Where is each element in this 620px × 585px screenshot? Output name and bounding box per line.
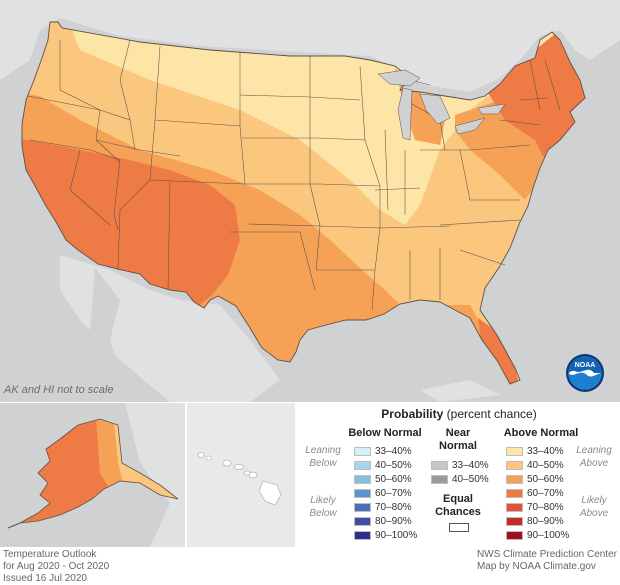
below-bin-label: 70–80% [375, 502, 412, 513]
below-bin-row: 80–90% [354, 515, 412, 528]
below-bin-swatch [354, 447, 371, 456]
equal-chances-swatch [449, 523, 469, 532]
likely-above-label: Likely Above [579, 495, 609, 519]
below-bin-label: 33–40% [375, 446, 412, 457]
above-bin-row: 40–50% [506, 459, 564, 472]
below-bin-row: 60–70% [354, 487, 412, 500]
near-bin-label: 40–50% [452, 474, 489, 485]
above-bin-swatch [506, 489, 523, 498]
above-normal-header: Above Normal [503, 427, 579, 439]
legend: Probability (percent chance) Below Norma… [298, 403, 620, 547]
outlook-period: for Aug 2020 - Oct 2020 [3, 561, 110, 572]
outlook-caption: Temperature Outlook for Aug 2020 - Oct 2… [3, 549, 109, 585]
above-bin-label: 33–40% [527, 446, 564, 457]
legend-title-bold: Probability [381, 407, 444, 421]
alaska-map-graphic [0, 403, 185, 547]
near-bin-row: 33–40% [431, 459, 489, 472]
below-bin-swatch [354, 475, 371, 484]
below-bin-row: 33–40% [354, 445, 412, 458]
conus-map: AK and HI not to scale NOAA [0, 0, 620, 402]
above-bin-row: 90–100% [506, 529, 569, 542]
near-bin-row: 40–50% [431, 473, 489, 486]
above-bin-swatch [506, 531, 523, 540]
legend-title: Probability (percent chance) [298, 407, 620, 421]
below-bin-swatch [354, 531, 371, 540]
below-bin-row: 70–80% [354, 501, 412, 514]
above-bin-label: 70–80% [527, 502, 564, 513]
noaa-logo-text: NOAA [575, 362, 596, 369]
outlook-title: Temperature Outlook [3, 549, 97, 560]
above-bin-swatch [506, 517, 523, 526]
above-bin-swatch [506, 447, 523, 456]
near-normal-header: Near Normal [439, 427, 477, 452]
below-bin-row: 90–100% [354, 529, 417, 542]
credit-caption: NWS Climate Prediction Center Map by NOA… [477, 549, 617, 573]
above-bin-row: 33–40% [506, 445, 564, 458]
above-bin-label: 50–60% [527, 474, 564, 485]
above-bin-label: 90–100% [527, 530, 570, 541]
below-bin-swatch [354, 489, 371, 498]
below-bin-swatch [354, 503, 371, 512]
hawaii-map-graphic [197, 452, 282, 506]
above-bin-row: 70–80% [506, 501, 564, 514]
above-bin-label: 80–90% [527, 516, 564, 527]
below-bin-swatch [354, 461, 371, 470]
leaning-above-label: Leaning Above [576, 445, 612, 469]
leaning-below-label: Leaning Below [305, 445, 341, 469]
near-bin-swatch [431, 475, 448, 484]
scale-note: AK and HI not to scale [4, 384, 114, 396]
above-bin-swatch [506, 461, 523, 470]
above-bin-row: 50–60% [506, 473, 564, 486]
above-bin-swatch [506, 503, 523, 512]
likely-below-label: Likely Below [309, 495, 337, 519]
near-bin-label: 33–40% [452, 460, 489, 471]
above-bin-label: 60–70% [527, 488, 564, 499]
above-bin-swatch [506, 475, 523, 484]
credit-cpc: NWS Climate Prediction Center [476, 549, 617, 560]
alaska-inset [0, 403, 185, 547]
below-bin-label: 50–60% [375, 474, 412, 485]
credit-climate-gov: Map by NOAA Climate.gov [476, 561, 596, 572]
below-bin-label: 60–70% [375, 488, 412, 499]
below-bin-swatch [354, 517, 371, 526]
below-bin-label: 90–100% [375, 530, 418, 541]
below-bin-row: 50–60% [354, 473, 412, 486]
near-bin-swatch [431, 461, 448, 470]
above-bin-row: 60–70% [506, 487, 564, 500]
above-bin-row: 80–90% [506, 515, 564, 528]
above-bin-label: 40–50% [527, 460, 564, 471]
below-bin-label: 80–90% [375, 516, 412, 527]
hawaii-inset [187, 403, 295, 547]
below-bin-label: 40–50% [375, 460, 412, 471]
below-bin-row: 40–50% [354, 459, 412, 472]
conus-map-graphic [0, 0, 620, 402]
below-normal-header: Below Normal [348, 427, 422, 439]
equal-chances-header: Equal Chances [435, 493, 481, 518]
noaa-logo: NOAA [566, 354, 604, 392]
legend-title-rest: (percent chance) [443, 407, 537, 421]
issued-date: Issued 16 Jul 2020 [3, 573, 87, 584]
